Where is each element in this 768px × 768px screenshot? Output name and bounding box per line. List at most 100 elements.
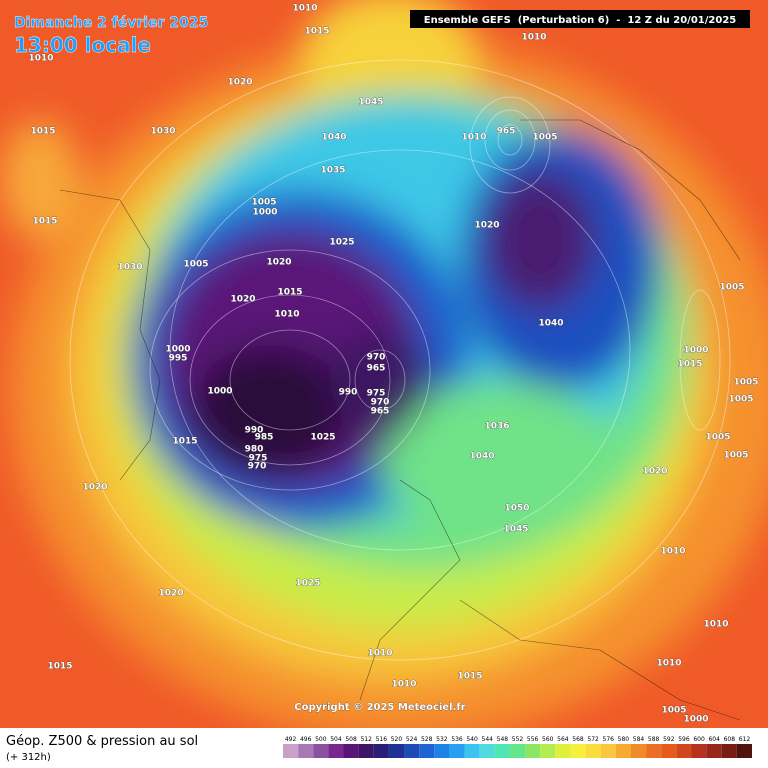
- isobar-label: 980: [245, 445, 264, 455]
- isobar-label: 1010: [274, 310, 299, 320]
- field-orange-west: [0, 120, 80, 240]
- isobar-label: 1005: [728, 395, 753, 405]
- colorbar-swatch: [313, 744, 329, 758]
- isobar-label: 1025: [329, 238, 354, 248]
- isobar-label: 1040: [321, 133, 346, 143]
- isobar: [69, 59, 731, 661]
- isobar: [484, 109, 536, 171]
- isobar-label: 1015: [304, 27, 329, 37]
- isobar: [229, 329, 351, 431]
- isobar-label: 1030: [150, 127, 175, 137]
- colorbar-label: 600: [693, 736, 705, 743]
- colorbar-label: 580: [618, 736, 630, 743]
- isobar-label: 1035: [320, 166, 345, 176]
- colorbar-swatch: [343, 744, 359, 758]
- isobar-label: 1025: [310, 433, 335, 443]
- colorbar-swatch: [449, 744, 465, 758]
- isobar-label: 965: [497, 127, 516, 137]
- coastline: [359, 479, 461, 701]
- isobar-label: 1000: [207, 387, 232, 397]
- isobar-label: 1005: [719, 283, 744, 293]
- isobar-label: 1020: [642, 467, 667, 477]
- isobar-label: 970: [371, 398, 390, 408]
- colorbar-label: 568: [572, 736, 584, 743]
- isobar-label: 1010: [521, 33, 546, 43]
- map-date: Dimanche 2 février 2025: [14, 15, 208, 31]
- colorbar-swatch: [600, 744, 616, 758]
- field-purple-east: [485, 170, 595, 310]
- colorbar-label: 560: [542, 736, 554, 743]
- isobar-label: 1000: [683, 715, 708, 725]
- isobar-label: 1015: [277, 288, 302, 298]
- colorbar-label: 604: [708, 736, 720, 743]
- isobar-label: 970: [367, 353, 386, 363]
- isobar-label: 1020: [227, 78, 252, 88]
- colorbar-swatch: [358, 744, 374, 758]
- geopotential-field: [0, 0, 768, 728]
- field-dark-core: [190, 345, 350, 475]
- isobar-label: 1036: [484, 422, 509, 432]
- colorbar-swatch: [570, 744, 586, 758]
- colorbar-label: 592: [663, 736, 675, 743]
- isobar-label: 1000: [683, 346, 708, 356]
- colorbar-label: 584: [633, 736, 645, 743]
- isobar: [169, 149, 631, 551]
- colorbar-label: 588: [648, 736, 660, 743]
- isobar-label: 975: [367, 389, 386, 399]
- isobar-label: 1015: [172, 437, 197, 447]
- isobar: [469, 96, 551, 194]
- run-info: Ensemble GEFS (Perturbation 6) - 12 Z du…: [424, 15, 737, 26]
- colorbar-swatch: [509, 744, 526, 758]
- isobar-label: 1005: [183, 260, 208, 270]
- colorbar-label: 504: [330, 736, 342, 743]
- footer-lead: (+ 312h): [6, 752, 51, 763]
- isobar-label: 1005: [733, 378, 758, 388]
- colorbar-label: 528: [421, 736, 433, 743]
- isobar-label: 1005: [532, 133, 557, 143]
- isobar-label: 1020: [266, 258, 291, 268]
- isobar-label: 965: [367, 364, 386, 374]
- colorbar-label: 512: [360, 736, 372, 743]
- isobar-label: 1005: [661, 706, 686, 716]
- colorbar-label: 520: [391, 736, 403, 743]
- isobar-label: 1020: [158, 589, 183, 599]
- isobar-label: 1010: [461, 133, 486, 143]
- isobar-label: 1020: [474, 221, 499, 231]
- isobar-label: 985: [255, 433, 274, 443]
- colorbar-swatch: [661, 744, 677, 758]
- colorbar-label: 608: [724, 736, 736, 743]
- isobar-label: 1025: [295, 579, 320, 589]
- isobar-label: 1010: [391, 680, 416, 690]
- coastline: [520, 119, 741, 261]
- colorbar-swatch: [298, 744, 314, 758]
- colorbar-swatch: [464, 744, 480, 758]
- colorbar-swatch: [525, 744, 541, 758]
- isobar-label: 1000: [165, 345, 190, 355]
- colorbar-swatch: [721, 744, 737, 758]
- colorbar-swatch: [585, 744, 601, 758]
- isobar-label: 1010: [656, 659, 681, 669]
- isobar-label: 1030: [117, 263, 142, 273]
- isobar-label: 1045: [358, 98, 383, 108]
- colorbar-swatch: [646, 744, 662, 758]
- colorbar-label: 536: [451, 736, 463, 743]
- colorbar-label: 576: [603, 736, 615, 743]
- colorbar-label: 596: [678, 736, 690, 743]
- colorbar-swatch: [555, 744, 571, 758]
- map-time: 13:00 locale: [14, 33, 151, 57]
- colorbar-label: 564: [557, 736, 569, 743]
- isobar-label: 1010: [292, 4, 317, 14]
- isobar: [354, 349, 406, 411]
- isobar-label: 1015: [30, 127, 55, 137]
- colorbar-swatch: [706, 744, 722, 758]
- footer: Géop. Z500 & pression au sol (+ 312h) 49…: [0, 728, 768, 768]
- colorbar-swatch: [373, 744, 389, 758]
- colorbar-label: 532: [436, 736, 448, 743]
- isobar-label: 1045: [503, 525, 528, 535]
- isobar: [149, 249, 431, 491]
- isobar-label: 975: [249, 454, 268, 464]
- isobar: [679, 289, 721, 431]
- colorbar-swatch: [419, 744, 435, 758]
- isobar-label: 1005: [723, 451, 748, 461]
